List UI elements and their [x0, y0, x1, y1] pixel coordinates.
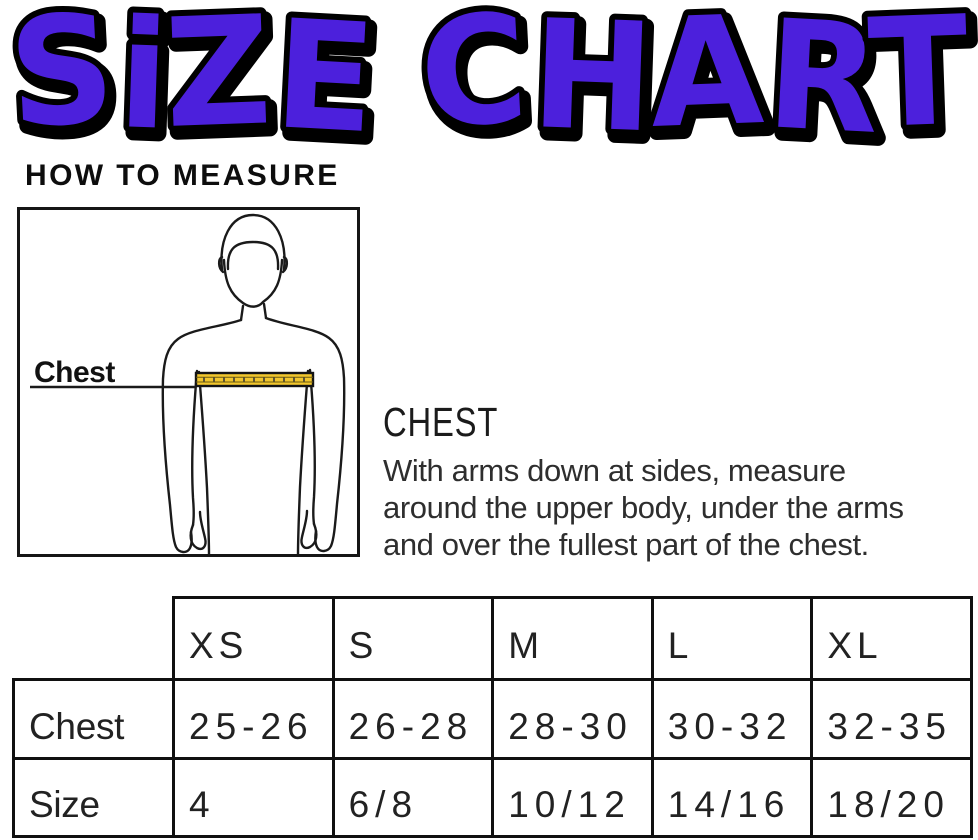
page-title: SiZE CHART — [5, 0, 971, 152]
table-row-chest: Chest 25-26 26-28 28-30 30-32 32-35 — [12, 678, 973, 760]
measuring-tape — [194, 371, 315, 388]
chest-instruction-line: around the upper body, under the arms — [383, 490, 904, 525]
chest-instructions: With arms down at sides, measure around … — [383, 452, 904, 563]
column-header-s: S — [331, 596, 495, 681]
chest-instruction-line: and over the fullest part of the chest. — [383, 527, 869, 562]
size-table: XS S M L XL Chest 25-26 26-28 28-30 30-3… — [12, 596, 973, 838]
size-value-l: 14/16 — [650, 757, 814, 838]
title-banner: SiZE CHART SiZE CHART — [0, 0, 978, 182]
table-corner-cell — [14, 598, 174, 680]
page-title-shadow: SiZE CHART — [9, 0, 975, 152]
size-value-xl: 18/20 — [810, 757, 973, 838]
tape-tick-marks — [203, 377, 305, 382]
chest-value-s: 26-28 — [331, 678, 495, 760]
column-header-m: M — [491, 596, 654, 681]
body-outline-diagram: Chest — [30, 213, 346, 554]
how-to-measure-heading: HOW TO MEASURE — [25, 159, 340, 192]
size-value-s: 6/8 — [331, 757, 495, 838]
chest-value-m: 28-30 — [491, 678, 654, 760]
chest-value-xs: 25-26 — [172, 678, 335, 760]
chest-section-heading: CHEST — [383, 399, 499, 445]
chest-value-xl: 32-35 — [810, 678, 973, 760]
chest-value-l: 30-32 — [650, 678, 814, 760]
chest-instruction-line: With arms down at sides, measure — [383, 453, 846, 488]
column-header-xs: XS — [172, 596, 335, 681]
table-row-size: Size 4 6/8 10/12 14/16 18/20 — [12, 757, 973, 838]
size-table-header-row: XS S M L XL — [14, 596, 973, 681]
size-value-m: 10/12 — [491, 757, 654, 838]
tape-inner-lines — [196, 376, 313, 383]
measure-diagram-box: Chest — [17, 207, 360, 557]
figure-outline — [161, 213, 346, 554]
size-value-xs: 4 — [172, 757, 335, 838]
row-label-chest: Chest — [12, 678, 175, 760]
column-header-xl: XL — [810, 596, 973, 681]
row-label-size: Size — [12, 757, 175, 838]
diagram-chest-label: Chest — [34, 356, 115, 389]
column-header-l: L — [650, 596, 814, 681]
title-art: SiZE CHART SiZE CHART — [0, 0, 978, 182]
